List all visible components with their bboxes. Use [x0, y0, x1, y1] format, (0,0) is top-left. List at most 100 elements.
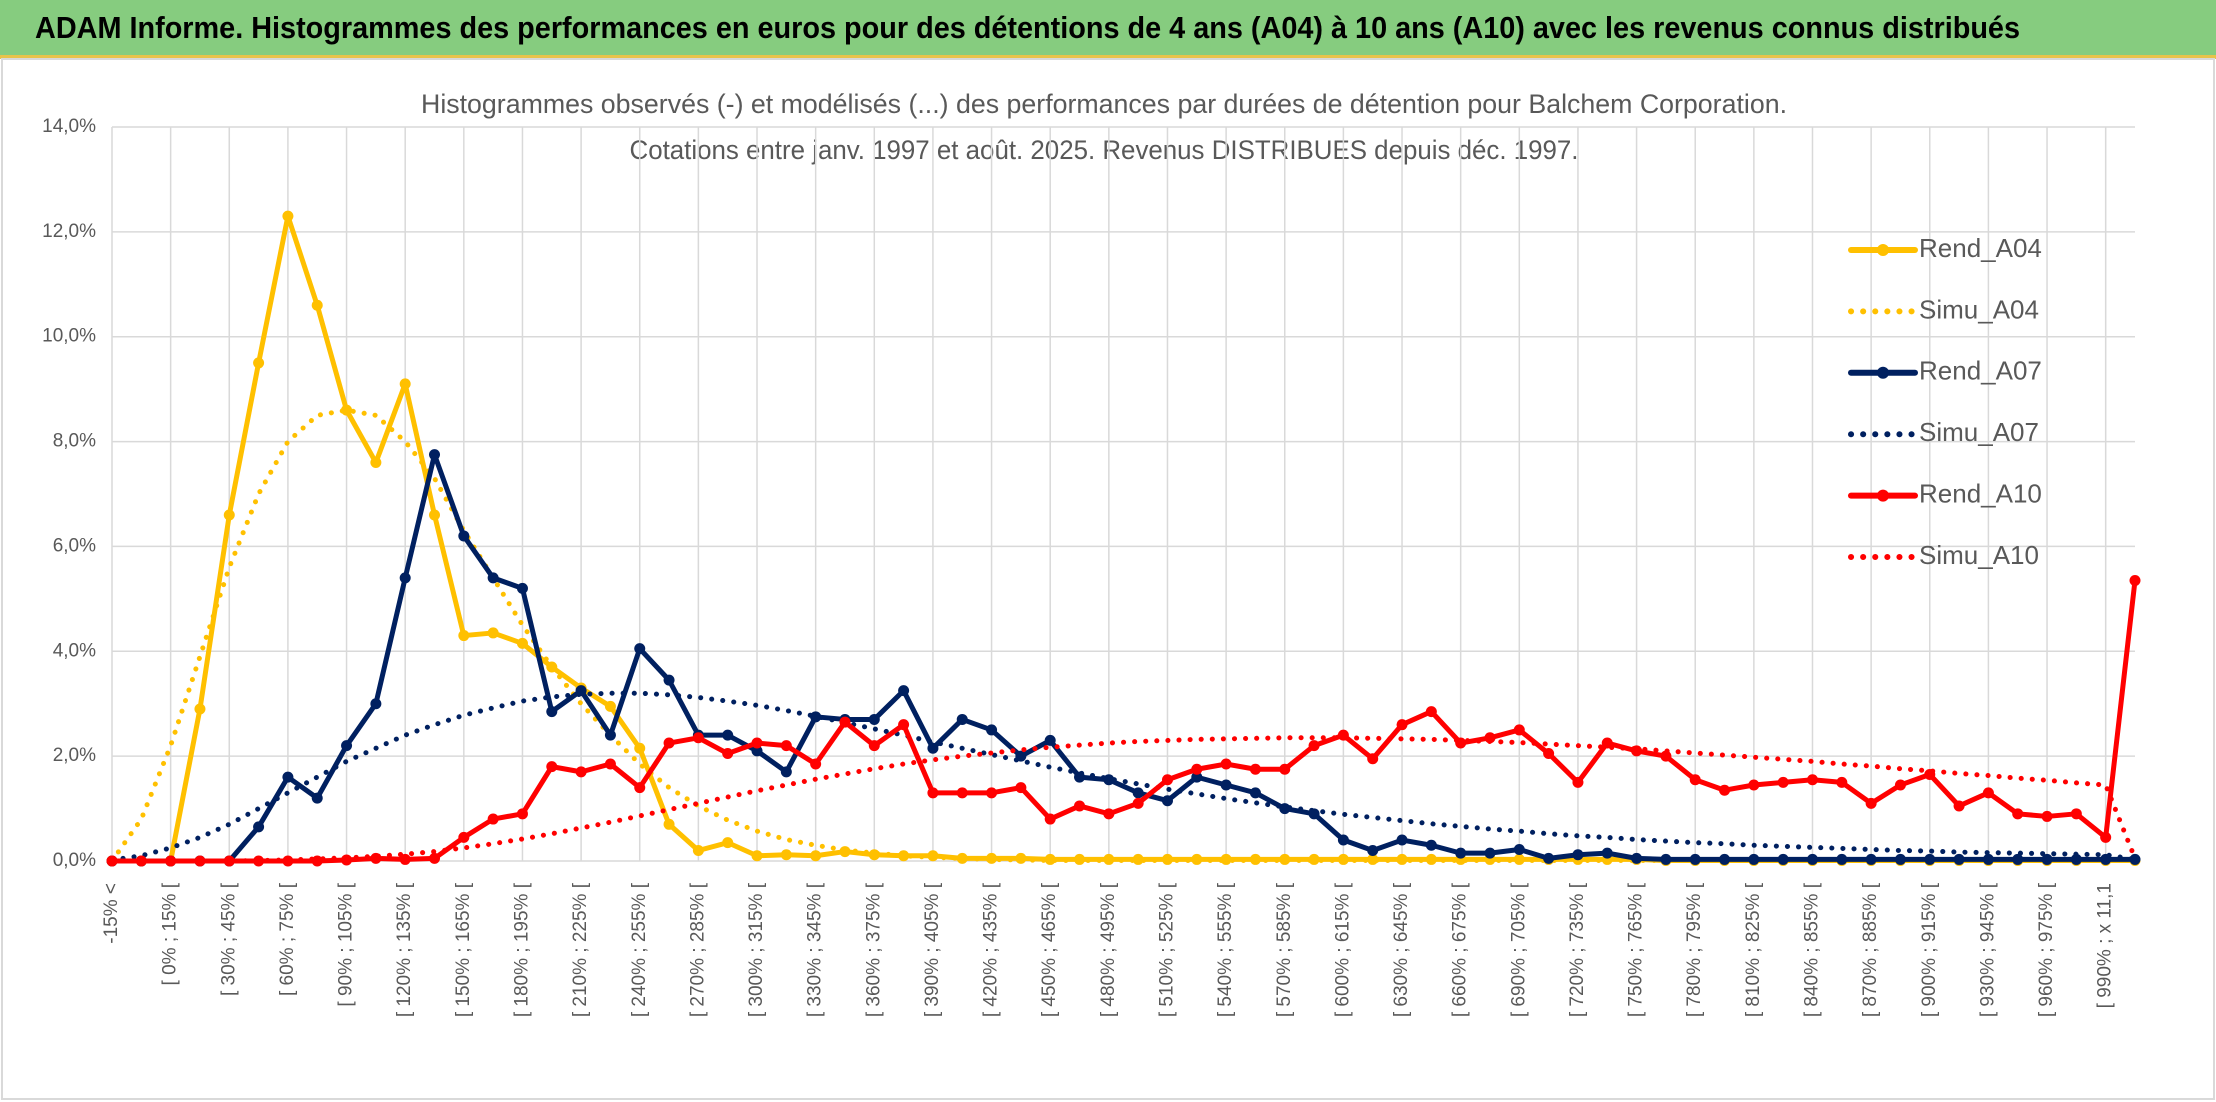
series-marker [135, 855, 147, 867]
series-marker [898, 719, 910, 731]
series-marker [692, 732, 704, 744]
series-marker [1425, 706, 1437, 718]
series-marker [1894, 779, 1906, 791]
series-marker [2041, 810, 2053, 822]
series-marker [1132, 787, 1144, 799]
x-tick-label: [ 870% ; 885% [ [1860, 882, 1881, 1017]
series-marker [1220, 758, 1232, 770]
legend-label: Rend_A07 [1919, 356, 2042, 386]
series-marker [1543, 852, 1555, 864]
grid: -15% < [ 0% ; 15% [[ 30% ; 45% [[ 60% ; 7… [42, 116, 2135, 1017]
series-marker [1249, 763, 1261, 775]
series-marker [1103, 808, 1115, 820]
series-marker [1543, 748, 1555, 760]
y-tick-label: 6,0% [53, 535, 96, 556]
x-tick-label: [ 30% ; 45% [ [218, 882, 239, 996]
series-marker [487, 627, 499, 639]
legend-label: Simu_A04 [1919, 294, 2039, 324]
series-marker [1015, 782, 1027, 794]
y-tick-label: 4,0% [53, 640, 96, 661]
series-marker [516, 582, 528, 594]
x-tick-label: [ 990% ; x 11,1 [2095, 883, 2116, 1008]
series-marker [692, 845, 704, 857]
series-marker [458, 630, 470, 642]
legend-label: Rend_A04 [1919, 233, 2042, 263]
series-marker [1865, 797, 1877, 809]
series-marker [1748, 853, 1760, 865]
series-marker [927, 742, 939, 754]
legend-marker [1877, 366, 1889, 379]
series-marker [1806, 853, 1818, 865]
x-tick-label: [ 540% ; 555% [ [1215, 882, 1236, 1017]
series-marker [1161, 774, 1173, 786]
series-marker [1601, 847, 1613, 859]
series-marker [1719, 784, 1731, 796]
series-marker [1132, 853, 1144, 865]
series-marker [1044, 734, 1056, 746]
series-marker [1748, 779, 1760, 791]
x-tick-label: [ 720% ; 735% [ [1567, 882, 1588, 1017]
series-marker [634, 643, 646, 655]
series-marker [839, 716, 851, 728]
y-tick-label: 14,0% [42, 116, 96, 137]
series-marker [1513, 843, 1525, 855]
series-marker [399, 853, 411, 865]
series-line [109, 735, 2138, 864]
series-marker [429, 509, 441, 521]
x-tick-label: [ 210% ; 225% [ [570, 882, 591, 1017]
series-marker [751, 737, 763, 749]
series-marker [1894, 853, 1906, 865]
series-marker [722, 837, 734, 849]
series-line [109, 407, 2138, 864]
legend-marker [1877, 244, 1889, 256]
x-tick-label: [ 330% ; 345% [ [805, 882, 826, 1017]
series-marker [2129, 575, 2141, 587]
series-marker [2012, 808, 2024, 820]
series-marker [634, 742, 646, 754]
series-marker [1396, 719, 1408, 731]
y-tick-label: 12,0% [42, 221, 96, 242]
series-marker [2100, 831, 2112, 843]
legend-label: Simu_A10 [1919, 540, 2039, 570]
series-marker [575, 766, 587, 778]
series-marker [516, 808, 528, 820]
series-marker [956, 787, 968, 799]
series-marker [1220, 853, 1232, 865]
series-marker [1660, 853, 1672, 865]
legend-marker [1877, 489, 1889, 502]
series-marker [1689, 853, 1701, 865]
series-marker [1572, 849, 1584, 861]
series-marker [2070, 808, 2082, 820]
series-marker [810, 758, 822, 770]
series-marker [1631, 852, 1643, 864]
y-tick-label: 2,0% [53, 745, 96, 766]
series-marker [868, 740, 880, 752]
series-marker [780, 740, 792, 752]
series-marker [898, 685, 910, 697]
series-marker [1044, 813, 1056, 825]
series-marker [663, 818, 675, 830]
series-marker [546, 761, 558, 773]
series-marker [1689, 774, 1701, 786]
series-marker [1367, 845, 1379, 857]
series-marker [282, 210, 294, 222]
series-marker [780, 849, 792, 861]
series-marker [1249, 787, 1261, 799]
series-marker [1982, 853, 1994, 865]
series-marker [927, 787, 939, 799]
series-marker [194, 703, 206, 715]
series-line [109, 690, 2138, 863]
y-tick-label: 0,0% [53, 850, 96, 871]
banner-rule [0, 55, 2216, 59]
x-tick-label: [ 360% ; 375% [ [863, 882, 884, 1017]
series-marker [1982, 787, 1994, 799]
series-marker [1777, 853, 1789, 865]
series-marker [2012, 853, 2024, 865]
x-tick-label: [ 750% ; 765% [ [1626, 882, 1647, 1017]
series-marker [2041, 853, 2053, 865]
x-tick-label: [ 270% ; 285% [ [687, 882, 708, 1017]
y-tick-label: 10,0% [42, 326, 96, 347]
series-marker [223, 855, 235, 867]
